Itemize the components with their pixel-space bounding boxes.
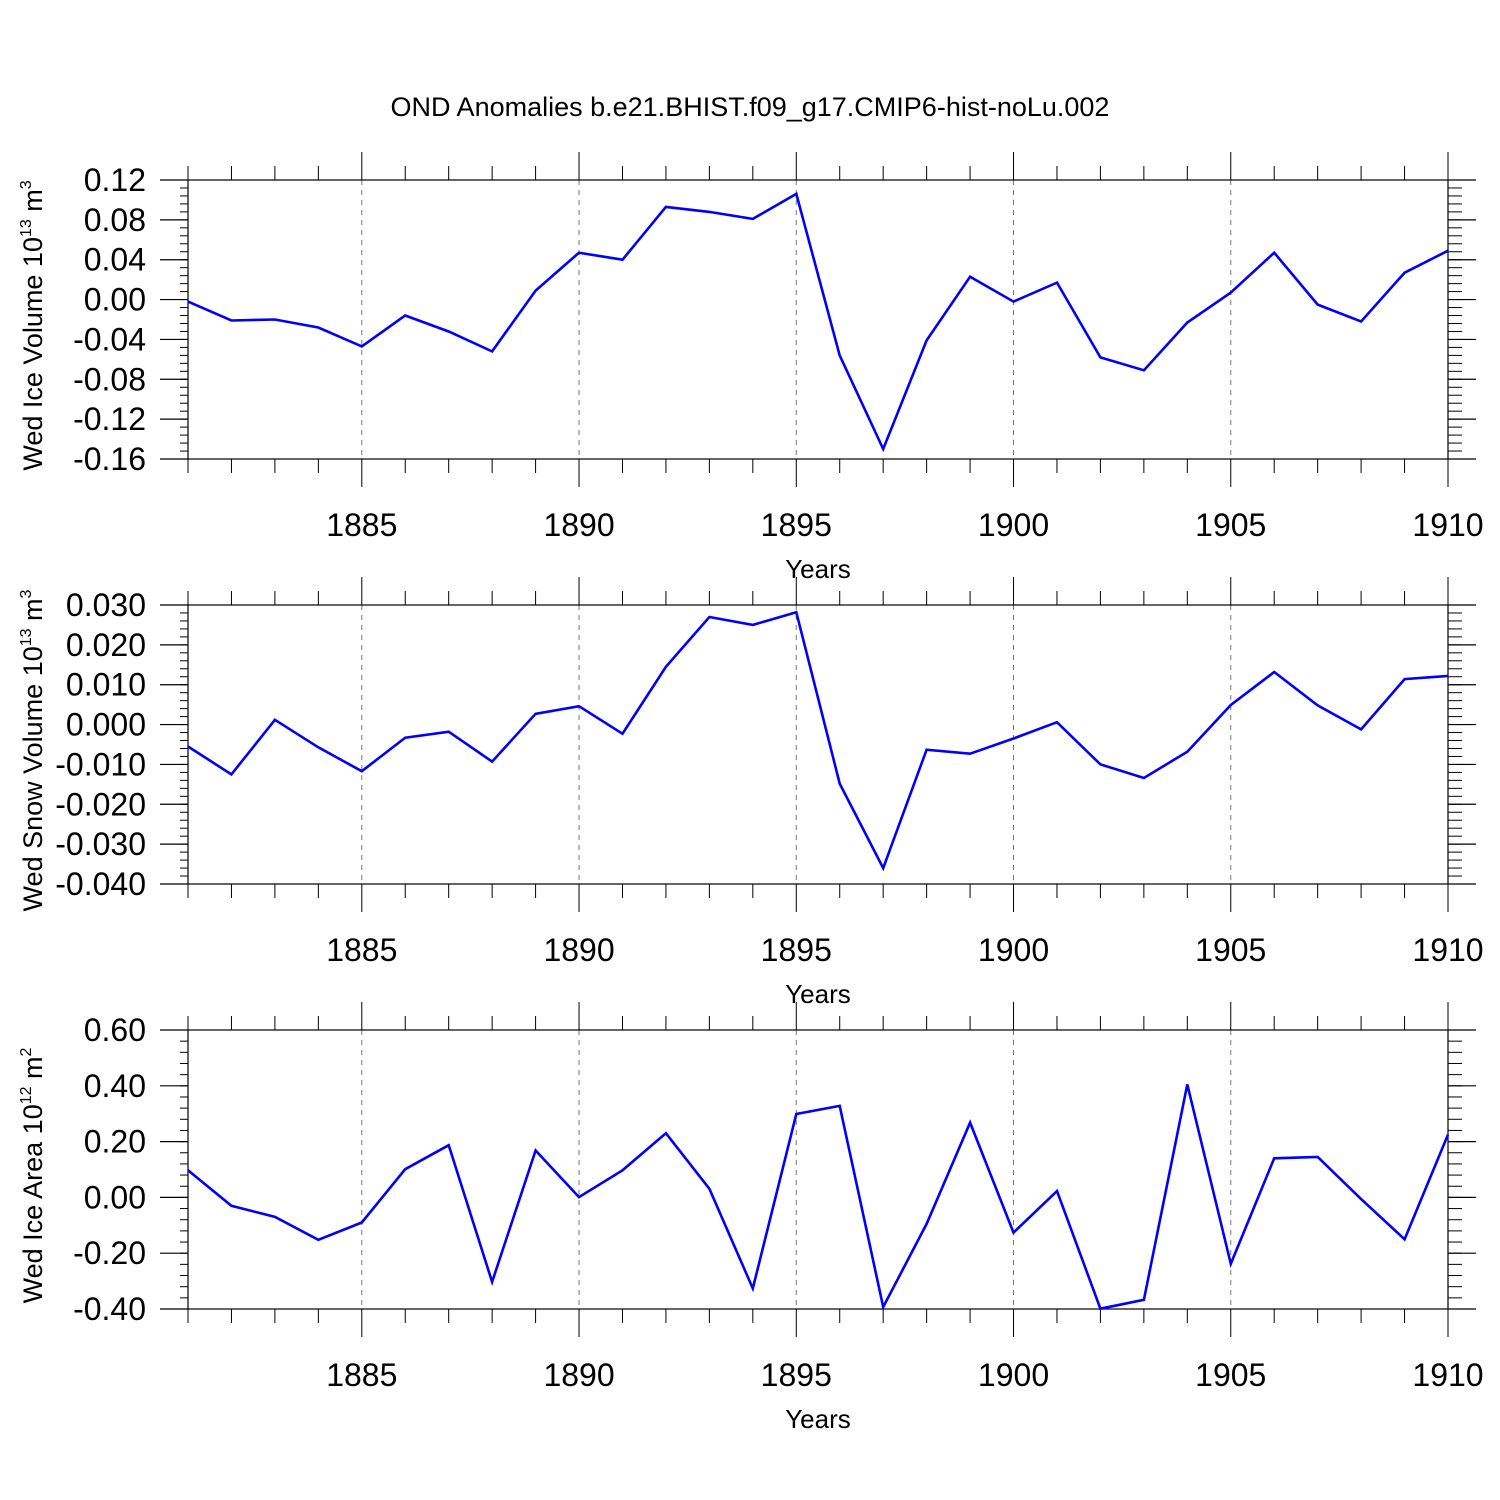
y-tick-label: -0.020	[55, 786, 146, 822]
x-tick-label: 1900	[978, 932, 1049, 968]
x-tick-label: 1900	[978, 507, 1049, 543]
x-axis-label: Years	[785, 554, 851, 584]
y-tick-label: 0.08	[84, 202, 146, 238]
y-tick-label: -0.010	[55, 746, 146, 782]
x-tick-label: 1910	[1412, 932, 1483, 968]
x-tick-label: 1895	[761, 1357, 832, 1393]
y-axis-label: Wed Ice Area 1012 m2	[18, 1047, 48, 1303]
y-tick-label: -0.20	[73, 1235, 146, 1271]
x-tick-label: 1885	[326, 1357, 397, 1393]
y-tick-label: -0.040	[55, 866, 146, 902]
x-tick-label: 1890	[543, 1357, 614, 1393]
x-axis-label: Years	[785, 979, 851, 1009]
plot-frame	[187, 1029, 1449, 1310]
x-tick-label: 1885	[326, 507, 397, 543]
x-tick-label: 1905	[1195, 507, 1266, 543]
figure-title: OND Anomalies b.e21.BHIST.f09_g17.CMIP6-…	[391, 92, 1110, 122]
y-tick-label: 0.60	[84, 1012, 146, 1048]
plot-frame	[187, 604, 1449, 885]
x-tick-label: 1910	[1412, 507, 1483, 543]
panel-1: 0.12 0.08 0.04 0.00-0.04 -0.08 -0.12 -0.16 1885…	[18, 152, 1484, 584]
y-tick-label: -0.030	[55, 826, 146, 862]
series-line	[187, 1084, 1450, 1311]
y-axis-label: Wed Ice Volume 1013 m3	[18, 180, 48, 470]
y-tick-label: 0.20	[84, 1124, 146, 1160]
x-tick-label: 1890	[543, 932, 614, 968]
x-tick-label: 1910	[1412, 1357, 1483, 1393]
x-tick-label: 1895	[761, 932, 832, 968]
y-tick-label: 0.40	[84, 1068, 146, 1104]
y-tick-label: 0.020	[66, 627, 146, 663]
x-tick-label: 1905	[1195, 1357, 1266, 1393]
y-tick-label: 0.000	[66, 707, 146, 743]
y-tick-label: 0.04	[84, 242, 146, 278]
x-tick-label: 1885	[326, 932, 397, 968]
y-tick-label: -0.08	[73, 361, 146, 397]
y-tick-label: 0.00	[84, 1179, 146, 1215]
y-tick-label: -0.04	[73, 321, 146, 357]
y-tick-label: -0.12	[73, 401, 146, 437]
x-axis-label: Years	[785, 1404, 851, 1434]
series-line	[187, 610, 1449, 872]
panel-3: 0.60 0.40 0.20 0.00 -0.20 -0.40 1885 1890 1895 19…	[18, 1002, 1484, 1434]
y-tick-label: -0.16	[73, 441, 146, 477]
y-tick-label: 0.00	[84, 282, 146, 318]
y-tick-label: -0.40	[73, 1291, 146, 1327]
x-tick-label: 1905	[1195, 932, 1266, 968]
x-tick-label: 1895	[761, 507, 832, 543]
series-line	[187, 191, 1449, 453]
y-tick-label: 0.030	[66, 587, 146, 623]
y-tick-label: 0.12	[84, 162, 146, 198]
y-tick-label: 0.010	[66, 667, 146, 703]
panel-2: 0.030 0.020 0.010 0.000-0.010 -0.020 -0.030 -0…	[18, 577, 1484, 1009]
y-axis-label: Wed Snow Volume 1013 m3	[18, 589, 48, 911]
x-tick-label: 1900	[978, 1357, 1049, 1393]
plot-frame	[187, 179, 1449, 460]
x-tick-label: 1890	[543, 507, 614, 543]
